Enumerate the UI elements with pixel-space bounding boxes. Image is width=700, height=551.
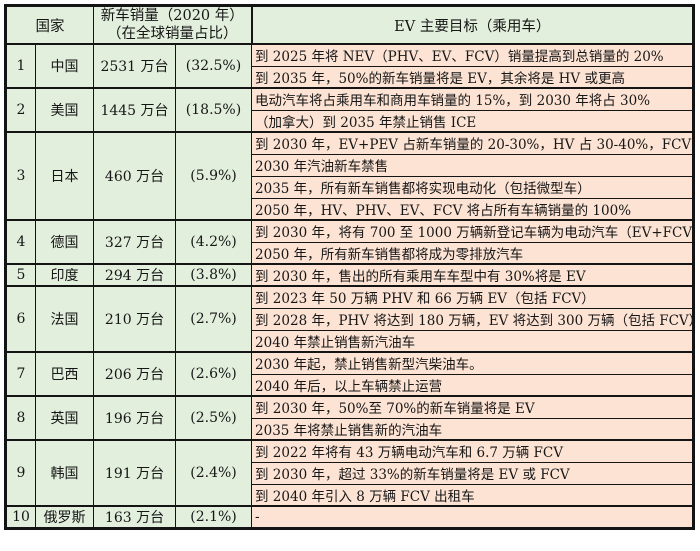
share-cell: (2.5%) [174,395,253,441]
table-row: 4 德国 327 万台 (4.2%) 到 2030 年，将有 700 至 1000 万辆… [5,219,694,265]
header-country: 国家 [5,5,94,45]
share-cell: (2.6%) [174,351,253,397]
sales-cell: 294 万台 [93,263,176,287]
table-row: 3 日本 460 万台 (5.9%) 到 2030 年，EV+PEV 占新车销量的 20… [5,131,694,221]
ev-target-cell: 电动汽车将占乘用车和商用车销量的 15%，到 2030 年将占 30% [251,87,694,111]
table-row: 到 2035 年，50%的新车销量将是 EV，其余将是 HV 或更高 [6,65,694,89]
row-number-cell: 8 [5,395,36,441]
table-row: 到 2028 年，PHV 将达到 180 万辆，EV 将达到 300 万辆（包括… [6,307,694,331]
ev-target-cell: 2030 年汽油新车禁售 [251,153,694,177]
share-cell: (18.5%) [174,87,253,133]
share-cell: (32.5%) [174,43,253,89]
ev-target-cell: 到 2030 年，售出的所有乘用车车型中有 30%将是 EV [251,263,694,287]
ev-target-cell: 2050 年，HV、PHV、EV、FCV 将占所有车辆销量的 100% [251,197,694,221]
header-sales-line1: 新车销量（2020 年） [100,8,244,24]
header-ev-targets-label: EV 主要目标（乘用车） [394,18,551,35]
ev-target-cell: 2030 年起，禁止销售新型汽柴油车。 [251,351,694,375]
table-row: 2050 年，HV、PHV、EV、FCV 将占所有车辆销量的 100% [6,197,694,221]
ev-target-cell: 2050 年，所有新车销售都将成为零排放汽车 [251,241,694,265]
share-cell: (3.8%) [174,263,253,287]
row-number-cell: 6 [5,285,36,353]
header-sales-line2: （在全球销量占比） [107,26,238,42]
table-row: 2035 年将禁止销售新的汽油车 [6,417,694,441]
share-cell: (2.7%) [174,285,253,353]
ev-target-cell: 到 2028 年，PHV 将达到 180 万辆，EV 将达到 300 万辆（包括… [251,307,694,331]
share-cell: (4.2%) [174,219,253,265]
ev-target-cell: 到 2022 年将有 43 万辆电动汽车和 6.7 万辆 FCV [251,439,694,463]
table-header: 国家 新车销量（2020 年） （在全球销量占比） EV 主要目标（乘用车） [5,5,694,45]
ev-target-cell: - [251,505,694,529]
row-number-cell: 3 [5,131,36,221]
ev-target-cell: 2040 年禁止销售新汽油车 [251,329,694,353]
ev-target-cell: 到 2030 年，超过 33%的新车销量将是 EV 或 FCV [251,461,694,485]
country-cell: 日本 [35,131,94,221]
row-number-cell: 5 [5,263,36,287]
ev-target-cell: （加拿大）到 2035 年禁止销售 ICE [251,109,694,133]
header-country-label: 国家 [35,18,65,35]
table-row: 2 美国 1445 万台 (18.5%) 电动汽车将占乘用车和商用车销量的 15%，到 … [5,87,694,133]
sales-cell: 327 万台 [93,219,176,265]
sales-cell: 206 万台 [93,351,176,397]
ev-targets-table: 国家 新车销量（2020 年） （在全球销量占比） EV 主要目标（乘用车） 1… [4,4,695,530]
country-cell: 印度 [35,263,94,287]
ev-target-cell: 到 2030 年，50%至 70%的新车销量将是 EV [251,395,694,419]
ev-target-cell: 到 2040 年引入 8 万辆 FCV 出租车 [251,483,694,507]
ev-target-cell: 2035 年将禁止销售新的汽油车 [251,417,694,441]
ev-target-cell: 到 2035 年，50%的新车销量将是 EV，其余将是 HV 或更高 [251,65,694,89]
country-cell: 俄罗斯 [35,505,94,529]
table-row: 9 韩国 191 万台 (2.4%) 到 2022 年将有 43 万辆电动汽车和 6.7… [5,439,694,507]
row-number-cell: 2 [5,87,36,133]
table-row: 到 2030 年，超过 33%的新车销量将是 EV 或 FCV [6,461,694,485]
table-row: 7 巴西 206 万台 (2.6%) 2030 年起，禁止销售新型汽柴油车。 [5,351,694,397]
share-cell: (5.9%) [174,131,253,221]
table-row: 2040 年后，以上车辆禁止运营 [6,373,694,397]
country-cell: 巴西 [35,351,94,397]
sales-cell: 191 万台 [93,439,176,507]
sales-cell: 196 万台 [93,395,176,441]
table-body: 1 中国 2531 万台 (32.5%) 到 2025 年将 NEV（PHV、EV、FC… [5,43,694,529]
row-number-cell: 7 [5,351,36,397]
row-number-cell: 1 [5,43,36,89]
ev-target-cell: 到 2030 年，EV+PEV 占新车销量的 20-30%，HV 占 30-40… [251,131,694,155]
ev-target-cell: 2035 年，所有新车销售都将实现电动化（包括微型车） [251,175,694,199]
row-number-cell: 9 [5,439,36,507]
ev-target-cell: 到 2023 年 50 万辆 PHV 和 66 万辆 EV（包括 FCV） [251,285,694,309]
sales-cell: 2531 万台 [93,43,176,89]
sales-cell: 460 万台 [93,131,176,221]
sales-cell: 163 万台 [93,505,176,529]
country-cell: 德国 [35,219,94,265]
table-row: 10 俄罗斯 163 万台 (2.1%) - [5,505,694,529]
table-row: 1 中国 2531 万台 (32.5%) 到 2025 年将 NEV（PHV、EV、FC… [5,43,694,89]
row-number-cell: 10 [5,505,36,529]
country-cell: 美国 [35,87,94,133]
header-sales: 新车销量（2020 年） （在全球销量占比） [92,5,253,45]
sales-cell: 210 万台 [93,285,176,353]
sales-cell: 1445 万台 [93,87,176,133]
table-row: 2050 年，所有新车销售都将成为零排放汽车 [6,241,694,265]
table-row: 6 法国 210 万台 (2.7%) 到 2023 年 50 万辆 PHV 和 66 万… [5,285,694,353]
ev-target-cell: 到 2025 年将 NEV（PHV、EV、FCV）销量提高到总销量的 20% [251,43,694,67]
country-cell: 英国 [35,395,94,441]
header-ev-targets: EV 主要目标（乘用车） [250,5,694,45]
table-row: 2030 年汽油新车禁售 [6,153,694,177]
ev-target-cell: 2040 年后，以上车辆禁止运营 [251,373,694,397]
table-row: 8 英国 196 万台 (2.5%) 到 2030 年，50%至 70%的新车销量将是 … [5,395,694,441]
share-cell: (2.1%) [174,505,253,529]
country-cell: 韩国 [35,439,94,507]
country-cell: 法国 [35,285,94,353]
country-cell: 中国 [35,43,94,89]
table-row: （加拿大）到 2035 年禁止销售 ICE [6,109,694,133]
header-row: 国家 新车销量（2020 年） （在全球销量占比） EV 主要目标（乘用车） [5,5,694,45]
ev-target-cell: 到 2030 年，将有 700 至 1000 万辆新登记车辆为电动汽车（EV+F… [251,219,694,243]
row-number-cell: 4 [5,219,36,265]
share-cell: (2.4%) [174,439,253,507]
table-row: 5 印度 294 万台 (3.8%) 到 2030 年，售出的所有乘用车车型中有 30%… [5,263,694,287]
